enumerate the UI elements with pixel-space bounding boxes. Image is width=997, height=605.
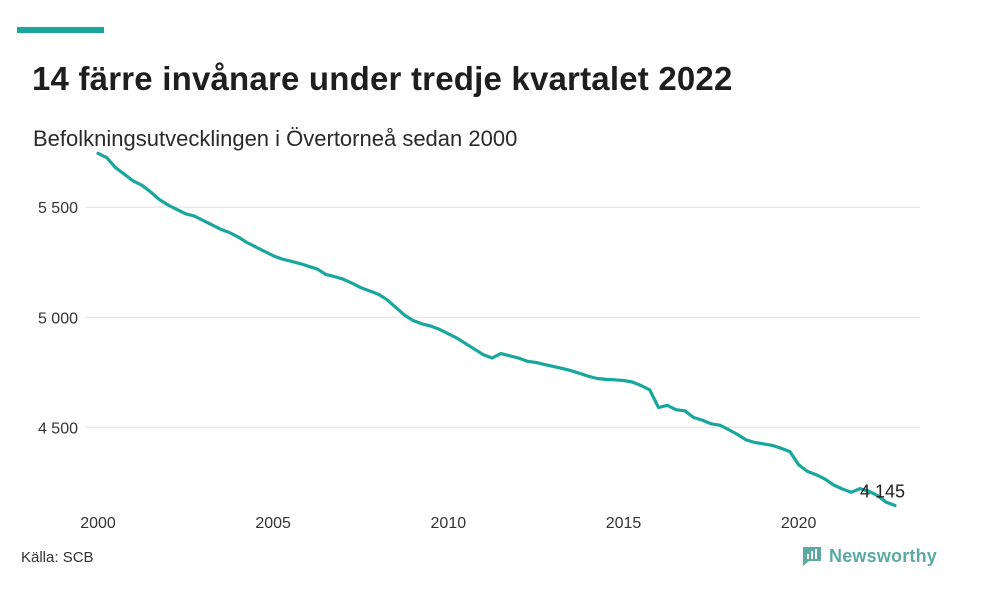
- chart-subtitle: Befolkningsutvecklingen i Övertorneå sed…: [33, 126, 518, 151]
- brand-name: Newsworthy: [829, 545, 938, 566]
- end-value-label: 4 145: [860, 482, 905, 502]
- line-chart: 4 500 5 000 5 500 2000 2005 2010 2015 2020 4 1…: [38, 151, 920, 532]
- accent-bar: [17, 27, 104, 33]
- y-tick-label: 5 500: [38, 200, 78, 217]
- series-line: [96, 151, 897, 508]
- newsworthy-logo-icon: [803, 547, 821, 566]
- x-tick-label: 2010: [431, 515, 467, 532]
- x-tick-label: 2000: [80, 515, 116, 532]
- gridlines: [85, 206, 920, 428]
- brand-logo: Newsworthy: [801, 545, 937, 567]
- y-tick-label: 4 500: [38, 420, 78, 437]
- chart-title: 14 färre invånare under tredje kvartalet…: [32, 60, 733, 97]
- x-tick-label: 2005: [255, 515, 291, 532]
- y-tick-label: 5 000: [38, 310, 78, 327]
- y-axis-ticks: 4 500 5 000 5 500: [38, 200, 78, 437]
- x-axis-ticks: 2000 2005 2010 2015 2020: [80, 515, 816, 532]
- x-tick-label: 2020: [781, 515, 817, 532]
- x-tick-label: 2015: [606, 515, 642, 532]
- source-label: Källa: SCB: [21, 549, 94, 566]
